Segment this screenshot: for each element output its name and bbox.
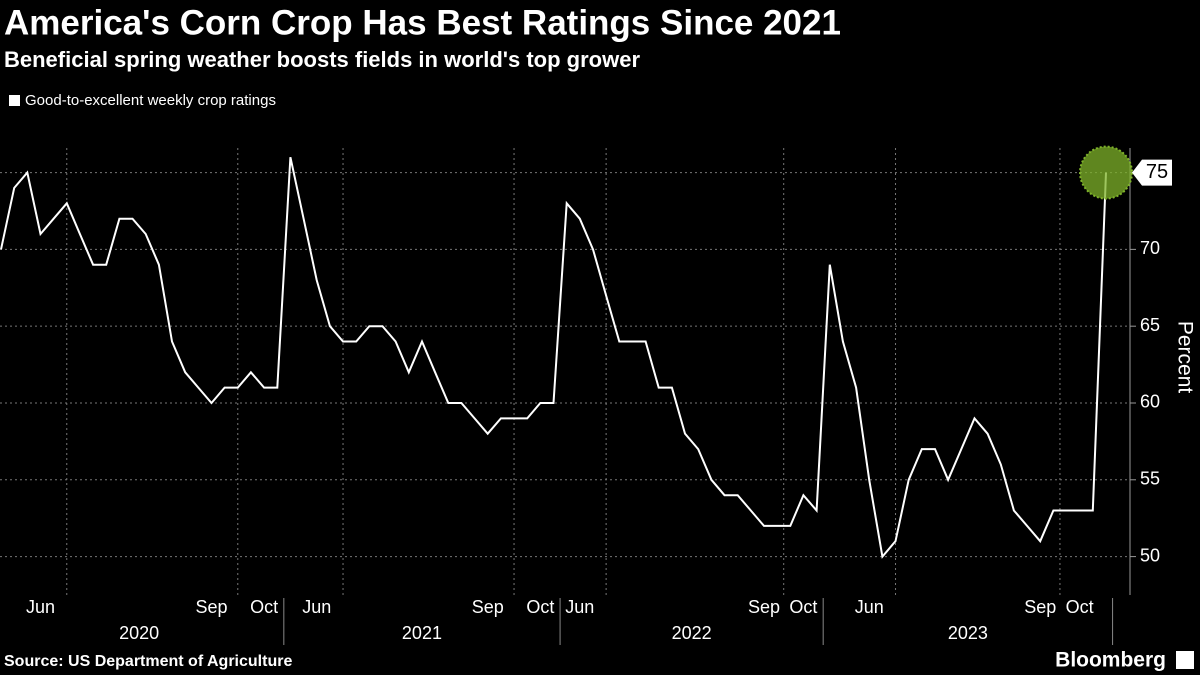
x-tick-label: Jun (302, 597, 331, 617)
x-group-label: 2020 (119, 623, 159, 643)
chart-title: America's Corn Crop Has Best Ratings Sin… (4, 3, 841, 42)
x-tick-label: Jun (855, 597, 884, 617)
x-group-label: 2021 (402, 623, 442, 643)
legend-swatch (9, 95, 20, 106)
line (0, 156, 1107, 559)
chart-subtitle: Beneficial spring weather boosts fields … (4, 47, 640, 72)
x-tick-label: Sep (472, 597, 504, 617)
x-tick-label: Oct (526, 597, 554, 617)
highlight-marker (1079, 145, 1133, 200)
value-label: 75 (1146, 161, 1168, 183)
x-tick-label: Sep (195, 597, 227, 617)
legend-label: Good-to-excellent weekly crop ratings (25, 92, 276, 109)
brand-icon (1176, 651, 1194, 669)
y-tick-label: 50 (1140, 545, 1160, 565)
value-label-box (1132, 159, 1172, 186)
x-tick-label: Jun (26, 597, 55, 617)
source: Source: US Department of Agriculture (4, 653, 292, 670)
x-tick-label: Sep (748, 597, 780, 617)
x-group-label: 2022 (672, 623, 712, 643)
x-tick-label: Oct (250, 597, 278, 617)
x-tick-label: Oct (789, 597, 817, 617)
brand: Bloomberg (1055, 649, 1166, 672)
y-axis-label: Percent (1173, 321, 1196, 394)
x-tick-label: Sep (1024, 597, 1056, 617)
x-group-label: 2023 (948, 623, 988, 643)
y-tick-label: 55 (1140, 469, 1160, 489)
x-tick-label: Oct (1066, 597, 1094, 617)
y-tick-label: 60 (1140, 392, 1160, 412)
y-tick-label: 65 (1140, 315, 1160, 335)
x-tick-label: Jun (565, 597, 594, 617)
y-tick-label: 70 (1140, 238, 1160, 258)
